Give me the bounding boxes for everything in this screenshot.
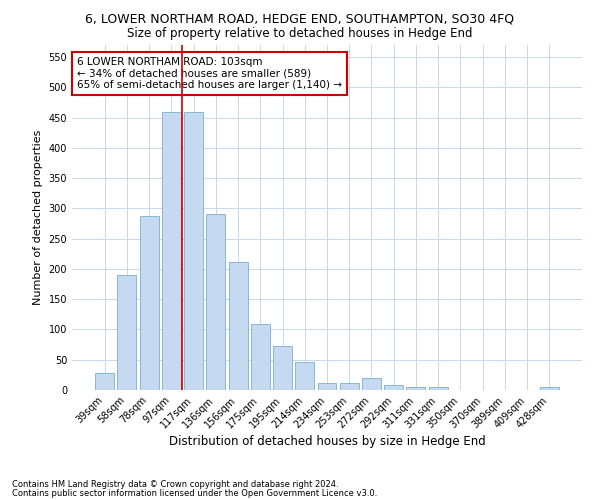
Bar (273, 346, 292, 390)
Bar (384, 385, 403, 390)
Bar (295, 362, 314, 390)
Bar (162, 112, 181, 390)
Text: Contains public sector information licensed under the Open Government Licence v3: Contains public sector information licen… (12, 489, 377, 498)
Bar (362, 378, 381, 390)
Bar (140, 216, 158, 390)
Bar (340, 382, 359, 390)
Bar (184, 112, 203, 390)
Text: 6 LOWER NORTHAM ROAD: 103sqm
← 34% of detached houses are smaller (589)
65% of s: 6 LOWER NORTHAM ROAD: 103sqm ← 34% of de… (77, 57, 342, 90)
Bar (540, 387, 559, 390)
Bar (229, 262, 248, 390)
Bar (95, 373, 114, 390)
Bar (429, 387, 448, 390)
Bar (206, 214, 225, 390)
Bar (406, 387, 425, 390)
Text: 6, LOWER NORTHAM ROAD, HEDGE END, SOUTHAMPTON, SO30 4FQ: 6, LOWER NORTHAM ROAD, HEDGE END, SOUTHA… (85, 12, 515, 26)
Y-axis label: Number of detached properties: Number of detached properties (33, 130, 43, 305)
Bar (251, 324, 270, 390)
Text: Contains HM Land Registry data © Crown copyright and database right 2024.: Contains HM Land Registry data © Crown c… (12, 480, 338, 489)
Bar (118, 275, 136, 390)
Bar (317, 382, 337, 390)
X-axis label: Distribution of detached houses by size in Hedge End: Distribution of detached houses by size … (169, 436, 485, 448)
Text: Size of property relative to detached houses in Hedge End: Size of property relative to detached ho… (127, 28, 473, 40)
